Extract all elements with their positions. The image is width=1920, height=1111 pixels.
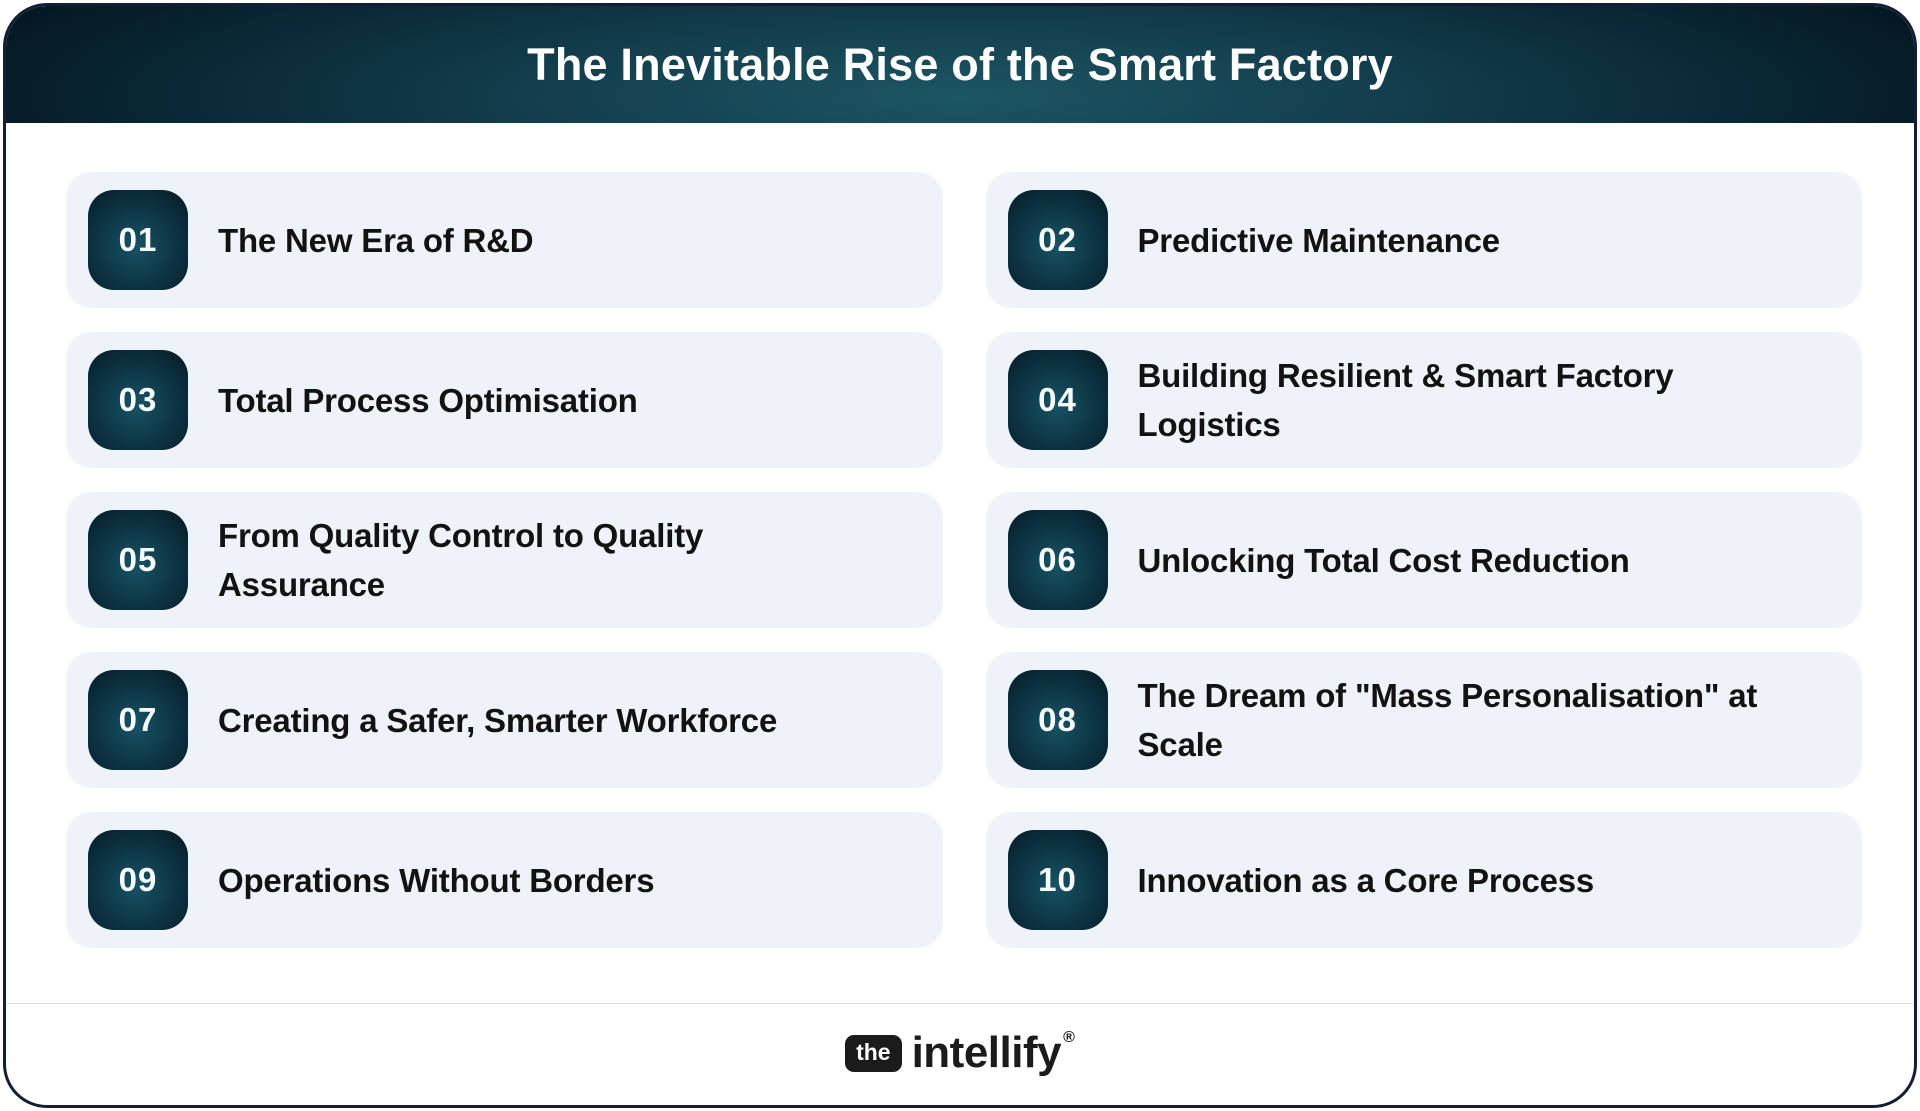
logo-the-badge: the bbox=[845, 1034, 902, 1072]
topic-card-09: 09 Operations Without Borders bbox=[66, 812, 943, 948]
topic-title: Building Resilient & Smart Factory Logis… bbox=[1137, 357, 1674, 443]
number-badge: 05 bbox=[88, 510, 188, 610]
topic-card-02: 02 Predictive Maintenance bbox=[985, 172, 1862, 308]
number-badge: 02 bbox=[1007, 190, 1108, 290]
number-badge: 07 bbox=[88, 670, 188, 770]
logo-wordmark: intellify bbox=[911, 1028, 1062, 1077]
number-badge: 08 bbox=[1007, 670, 1108, 770]
topic-card-06: 06 Unlocking Total Cost Reduction bbox=[985, 492, 1862, 628]
topic-title: Operations Without Borders bbox=[218, 861, 655, 899]
topic-title: Predictive Maintenance bbox=[1137, 221, 1501, 259]
topic-title: The Dream of "Mass Personalisation" at S… bbox=[1137, 677, 1758, 763]
topic-card-04: 04 Building Resilient & Smart Factory Lo… bbox=[985, 332, 1862, 468]
topic-card-07: 07 Creating a Safer, Smarter Workforce bbox=[66, 652, 943, 788]
topic-card-01: 01 The New Era of R&D bbox=[66, 172, 943, 308]
number-badge: 09 bbox=[88, 830, 188, 930]
topic-card-03: 03 Total Process Optimisation bbox=[66, 332, 943, 468]
number-badge: 06 bbox=[1007, 510, 1108, 610]
topic-card-08: 08 The Dream of "Mass Personalisation" a… bbox=[985, 652, 1862, 788]
topic-title: From Quality Control to Quality Assuranc… bbox=[218, 517, 704, 603]
header-banner: The Inevitable Rise of the Smart Factory bbox=[6, 6, 1914, 123]
topics-grid: 01 The New Era of R&D 02 Predictive Main… bbox=[66, 172, 1862, 948]
topic-card-05: 05 From Quality Control to Quality Assur… bbox=[66, 492, 943, 628]
page-title: The Inevitable Rise of the Smart Factory bbox=[527, 38, 1393, 90]
registered-trademark-icon: ® bbox=[1063, 1029, 1075, 1046]
footer-divider bbox=[6, 1003, 1914, 1004]
topic-title: Creating a Safer, Smarter Workforce bbox=[218, 701, 778, 739]
number-badge: 10 bbox=[1007, 830, 1108, 930]
intellify-logo: the intellify ® bbox=[845, 1028, 1075, 1077]
infographic-board: The Inevitable Rise of the Smart Factory… bbox=[3, 3, 1917, 1108]
topic-title: Total Process Optimisation bbox=[218, 381, 638, 419]
number-badge: 03 bbox=[88, 350, 188, 450]
number-badge: 01 bbox=[88, 190, 188, 290]
topic-title: Unlocking Total Cost Reduction bbox=[1137, 541, 1630, 579]
topic-card-10: 10 Innovation as a Core Process bbox=[985, 812, 1862, 948]
footer: the intellify ® bbox=[6, 1001, 1914, 1105]
number-badge: 04 bbox=[1007, 350, 1108, 450]
topic-title: Innovation as a Core Process bbox=[1137, 861, 1595, 899]
topic-title: The New Era of R&D bbox=[218, 221, 534, 259]
